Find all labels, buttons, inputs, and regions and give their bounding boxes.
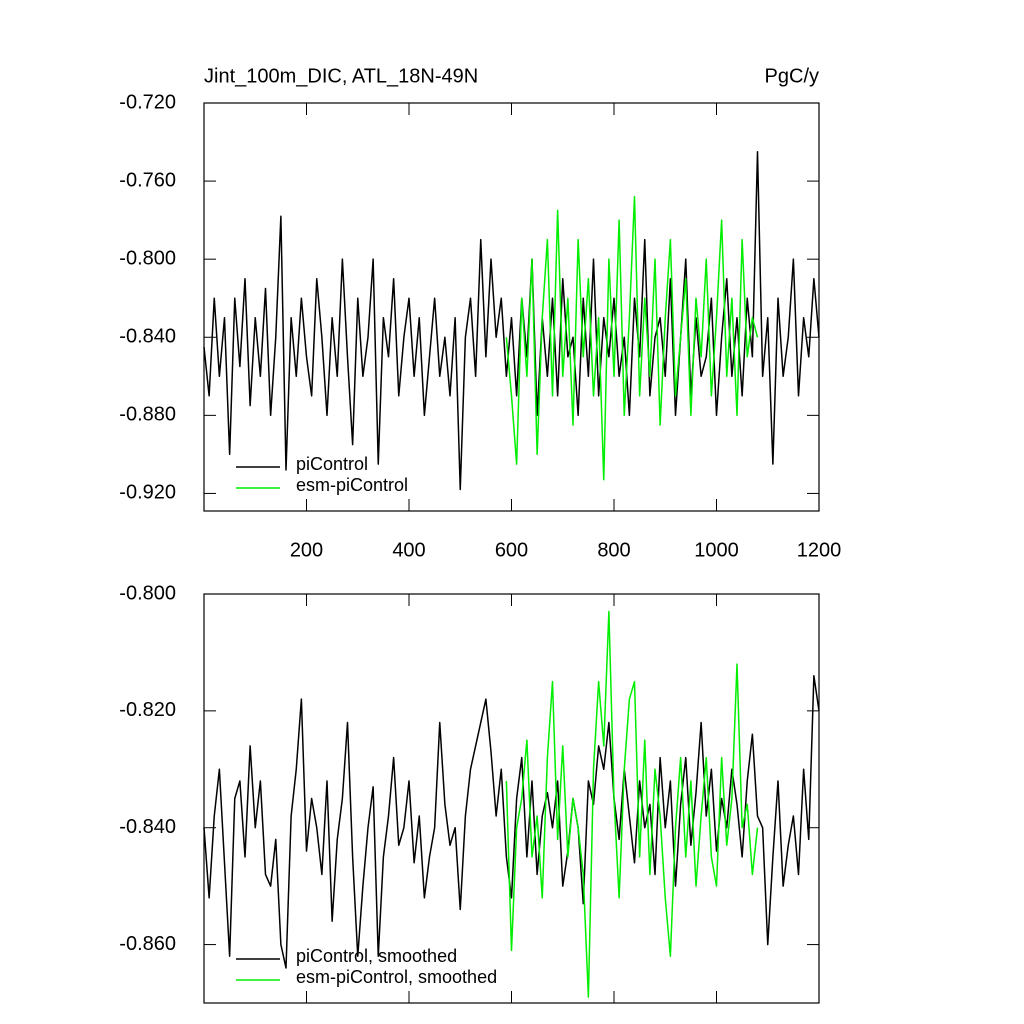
legend-label: piControl xyxy=(296,454,368,474)
x-tick-label: 400 xyxy=(392,539,425,561)
series-line xyxy=(203,151,820,491)
x-tick-label: 200 xyxy=(290,539,323,561)
y-tick-label: -0.800 xyxy=(119,582,176,604)
series-line xyxy=(505,610,759,998)
y-tick-label: -0.880 xyxy=(119,404,176,426)
legend-label: esm-piControl xyxy=(296,475,408,495)
y-tick-label: -0.920 xyxy=(119,482,176,504)
units-label: PgC/y xyxy=(765,65,819,87)
x-tick-label: 800 xyxy=(597,539,630,561)
legend-label: esm-piControl, smoothed xyxy=(296,967,497,987)
series-line xyxy=(203,675,820,969)
plot-frame xyxy=(203,593,820,1004)
y-tick-label: -0.860 xyxy=(119,933,176,955)
y-tick-label: -0.840 xyxy=(119,816,176,838)
x-tick-label: 1000 xyxy=(694,539,739,561)
y-tick-label: -0.840 xyxy=(119,326,176,348)
plot-frame xyxy=(203,102,820,512)
legend-label: piControl, smoothed xyxy=(296,946,457,966)
y-tick-label: -0.720 xyxy=(119,91,176,113)
x-tick-label: 600 xyxy=(495,539,528,561)
y-tick-label: -0.820 xyxy=(119,699,176,721)
y-tick-label: -0.800 xyxy=(119,247,176,269)
y-tick-label: -0.760 xyxy=(119,169,176,191)
series-line xyxy=(505,195,759,481)
x-tick-label: 1200 xyxy=(797,539,842,561)
chart-title: Jint_100m_DIC, ATL_18N-49N xyxy=(204,65,478,87)
